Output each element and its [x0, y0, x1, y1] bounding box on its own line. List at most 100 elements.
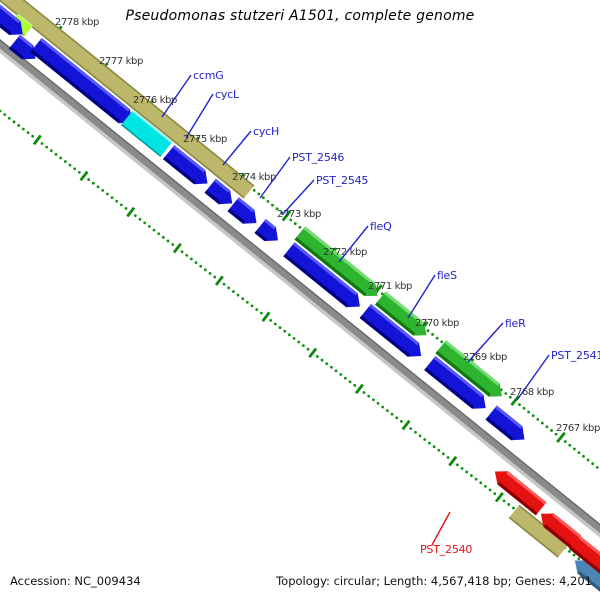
inner-tick-dot [418, 434, 422, 438]
inner-tick-dash [448, 455, 458, 467]
inner-tick-dot [348, 380, 352, 384]
inner-tick-dot [320, 358, 324, 362]
minor-tick-dot [293, 222, 297, 225]
minor-tick-dot [568, 443, 572, 447]
inner-tick-dot [189, 257, 193, 261]
inner-tick-dot [133, 214, 137, 218]
gene-label-cych[interactable]: cycH [253, 125, 279, 138]
gene-label-pst-2546[interactable]: PST_2546 [292, 151, 345, 164]
minor-tick-dot [518, 403, 521, 406]
inner-tick-dot [395, 416, 399, 420]
feature-highlight [578, 535, 600, 556]
minor-tick-dot [257, 192, 261, 196]
inner-tick-dot [432, 445, 436, 449]
inner-tick-dot [161, 235, 165, 239]
feature-shadow [254, 230, 267, 242]
status-topology: Topology: circular; Length: 4,567,418 bp… [276, 574, 592, 588]
inner-tick-dot [208, 272, 212, 275]
feature-highlight [494, 405, 523, 429]
inner-tick-dot [577, 557, 581, 560]
feature-cds-cyan-ccmg [120, 110, 173, 157]
gene-label-pst-2545[interactable]: PST_2545 [316, 174, 369, 187]
feature-shadow [359, 315, 410, 357]
minor-tick-dot [280, 211, 284, 214]
feature-body [163, 145, 208, 185]
gene-label-pst-2540[interactable]: PST_2540 [420, 543, 473, 556]
feature-cds-blue-6 [227, 197, 257, 224]
feature-highlight [383, 291, 425, 325]
minor-tick-dot [527, 410, 531, 414]
inner-tick-dot [474, 477, 478, 481]
inner-tick-dot [31, 134, 35, 138]
inner-tick-dot [73, 167, 77, 171]
inner-tick-dot [166, 239, 170, 243]
kbp-tick-label-2778: 2778 kbp [55, 17, 99, 28]
feature-cds-blue-2 [8, 34, 36, 60]
inner-tick-dot [273, 322, 277, 326]
inner-tick-dot [493, 492, 497, 496]
minor-tick-dot [582, 454, 585, 458]
inner-tick-dash [32, 134, 42, 146]
inner-tick-dot [423, 438, 427, 441]
kbp-tick-label-2772: 2772 kbp [323, 247, 367, 258]
minor-tick-dot [595, 465, 599, 469]
feature-cds-red-1-pst2540 [494, 471, 547, 516]
kbp-tick-label-2767: 2767 kbp [556, 423, 600, 434]
inner-tick-dash [126, 206, 136, 218]
inner-tick-dot [77, 170, 81, 174]
gene-label-pst-2541[interactable]: PST_2541 [551, 349, 600, 362]
feature-highlight [292, 242, 358, 296]
gene-label-cycl[interactable]: cycL [215, 88, 240, 101]
minor-tick-dot [426, 329, 430, 333]
feature-cds-green-fleq [294, 226, 378, 297]
gene-label-fleq[interactable]: fleQ [370, 220, 392, 233]
inner-tick-dot [91, 181, 95, 185]
inner-tick-dash [494, 492, 504, 503]
inner-tick-dot [507, 503, 511, 506]
feature-edge-top [131, 110, 173, 144]
gene-label-fles[interactable]: fleS [437, 269, 457, 282]
leader-line-fler [467, 322, 504, 363]
inner-tick-dot [171, 243, 175, 246]
inner-tick-dash [79, 170, 89, 182]
inner-tick-dot [381, 405, 385, 409]
inner-tick-dot [115, 199, 119, 203]
inner-tick-dot [269, 318, 273, 322]
inner-tick-dot [96, 185, 100, 189]
kbp-tick-label-2776: 2776 kbp [133, 95, 177, 106]
inner-tick-dot [456, 463, 459, 467]
minor-tick-dot [540, 421, 544, 425]
inner-tick-dot [484, 485, 487, 488]
feature-edge-bottom [120, 123, 162, 157]
feature-shadow [0, 23, 12, 35]
minor-tick-dot [554, 432, 558, 436]
minor-tick-dot [289, 218, 293, 222]
inner-tick-dot [442, 452, 445, 456]
minor-tick-dot [431, 333, 434, 336]
backbone-body [0, 38, 600, 534]
leader-line-fles [407, 274, 436, 319]
gene-label-fler[interactable]: fleR [505, 317, 526, 330]
leader-line-pst-2541 [516, 354, 550, 401]
kbp-tick-label-2770: 2770 kbp [415, 318, 459, 329]
feature-highlight [369, 304, 419, 346]
minor-tick-dot [504, 392, 508, 395]
inner-tick-dot [231, 290, 235, 293]
inner-tick-dot [152, 228, 156, 232]
feature-cds-blue-11 [485, 405, 525, 441]
kbp-tick-label-2775: 2775 kbp [183, 134, 227, 145]
minor-tick-dot [266, 200, 270, 203]
inner-tick-dot [502, 499, 506, 503]
inner-tick-dot [21, 127, 25, 131]
feature-body [283, 242, 360, 308]
minor-tick-dot [271, 203, 274, 207]
minor-tick-dot [440, 340, 444, 344]
feature-highlight [236, 197, 255, 213]
feature-shadow [375, 302, 416, 336]
feature-body [435, 340, 502, 397]
inner-tick-dot [283, 329, 287, 333]
feature-cds-blue-5 [204, 178, 233, 205]
inner-tick-dot [334, 369, 338, 373]
gene-label-ccmg[interactable]: ccmG [193, 69, 224, 82]
